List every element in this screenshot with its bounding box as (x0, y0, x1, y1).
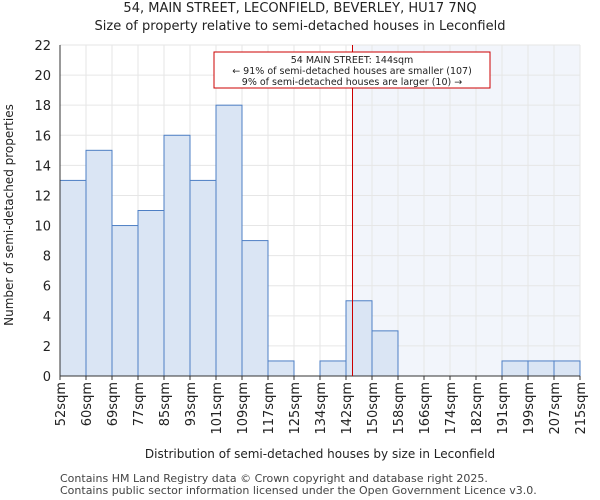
x-tick-label: 60sqm (80, 382, 95, 426)
y-tick-label: 20 (34, 69, 51, 84)
histogram-bar (215, 104, 243, 377)
histogram-bar (137, 210, 165, 377)
y-tick-label: 4 (43, 310, 51, 325)
x-tick-label: 85sqm (158, 382, 173, 426)
x-tick-label: 69sqm (106, 382, 121, 426)
annotation-text: 9% of semi-detached houses are larger (1… (242, 77, 462, 88)
annotation-box (213, 51, 491, 89)
histogram-bar (163, 134, 191, 377)
histogram-bar (189, 179, 217, 377)
y-tick-label: 18 (34, 99, 51, 114)
histogram-bar (501, 360, 529, 377)
x-tick-label: 117sqm (262, 382, 277, 435)
annotation-text: 54 MAIN STREET: 144sqm (291, 55, 414, 66)
histogram-bar (371, 330, 399, 377)
histogram-bar (111, 225, 139, 377)
x-tick-label: 174sqm (444, 382, 459, 435)
y-tick-label: 22 (34, 39, 51, 54)
x-tick-label: 134sqm (314, 382, 329, 435)
x-tick-label: 52sqm (54, 382, 69, 426)
histogram-bar (345, 300, 373, 377)
x-tick-label: 191sqm (496, 382, 511, 435)
y-tick-label: 6 (43, 280, 51, 295)
y-tick-label: 0 (43, 370, 51, 385)
x-tick-label: 158sqm (392, 382, 407, 435)
x-tick-label: 77sqm (132, 382, 147, 426)
x-tick-label: 215sqm (574, 382, 589, 435)
y-axis-label: Number of semi-detached properties (2, 104, 16, 326)
y-tick-label: 10 (34, 220, 51, 235)
histogram-bar (527, 360, 555, 377)
x-axis-label: Distribution of semi-detached houses by … (145, 447, 495, 461)
histogram-bar (319, 360, 347, 377)
x-tick-label: 182sqm (470, 382, 485, 435)
footer-copyright: Contains HM Land Registry data © Crown c… (60, 472, 488, 485)
y-tick-label: 16 (34, 129, 51, 144)
footer-licence: Contains public sector information licen… (60, 484, 537, 497)
y-tick-label: 12 (34, 189, 51, 204)
x-tick-label: 199sqm (522, 382, 537, 435)
histogram-bar (553, 360, 581, 377)
x-tick-label: 109sqm (236, 382, 251, 435)
y-tick-label: 2 (43, 340, 51, 355)
histogram-bar (59, 179, 87, 377)
y-tick-label: 14 (34, 159, 51, 174)
x-tick-label: 142sqm (340, 382, 355, 435)
x-tick-label: 207sqm (548, 382, 563, 435)
chart-title-address: 54, MAIN STREET, LECONFIELD, BEVERLEY, H… (123, 1, 477, 16)
highlight-region (352, 45, 580, 376)
y-tick-label: 8 (43, 250, 51, 265)
x-tick-label: 93sqm (184, 382, 199, 426)
x-tick-label: 166sqm (418, 382, 433, 435)
histogram-bar (241, 240, 269, 377)
histogram-bar (85, 149, 113, 377)
x-tick-label: 101sqm (210, 382, 225, 435)
histogram-bar (267, 360, 295, 377)
annotation-text: ← 91% of semi-detached houses are smalle… (232, 66, 472, 77)
chart-title: Size of property relative to semi-detach… (94, 19, 506, 34)
x-tick-label: 125sqm (288, 382, 303, 435)
x-tick-label: 150sqm (366, 382, 381, 435)
